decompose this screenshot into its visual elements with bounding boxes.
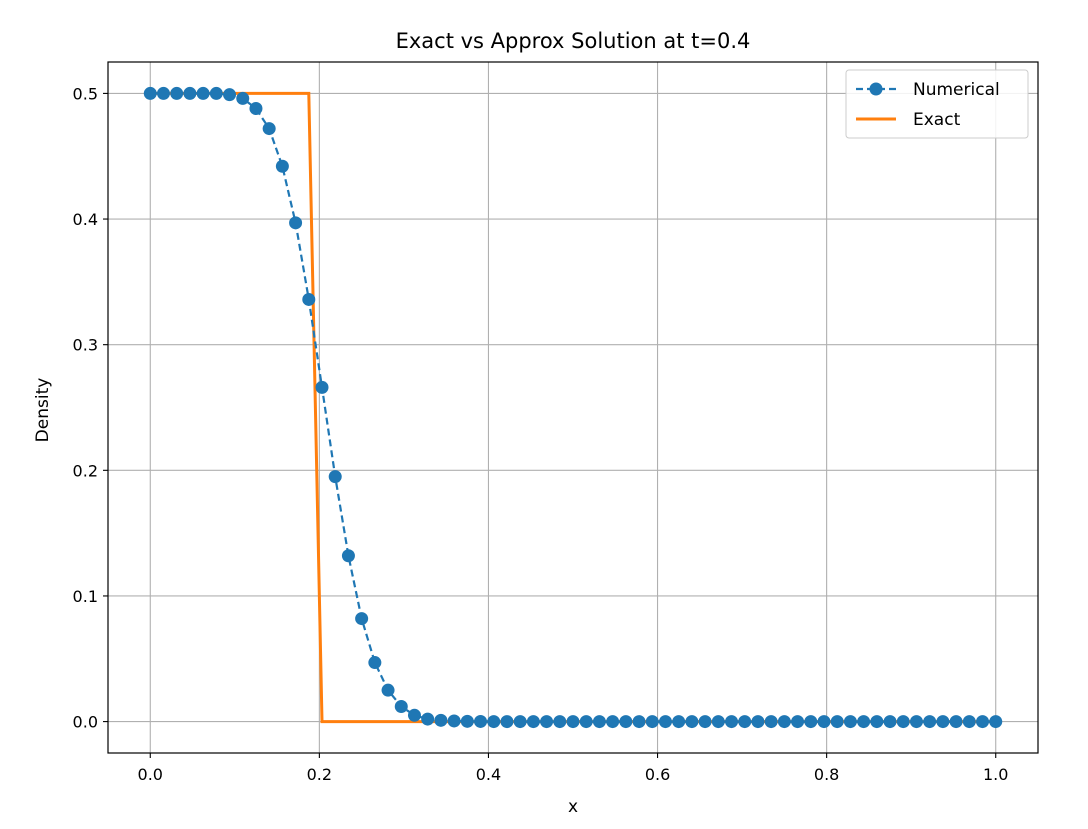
numerical-point (857, 715, 871, 729)
numerical-point (447, 714, 461, 728)
numerical-point (196, 86, 210, 100)
grid (108, 62, 1038, 753)
numerical-point (526, 715, 540, 729)
numerical-point (896, 715, 910, 729)
numerical-point (460, 714, 474, 728)
numerical-point (870, 715, 884, 729)
x-tick-label: 0.2 (307, 765, 332, 784)
numerical-point (368, 656, 382, 670)
numerical-point (936, 715, 950, 729)
numerical-point (738, 715, 752, 729)
numerical-point (949, 715, 963, 729)
numerical-point (553, 715, 567, 729)
numerical-point (540, 715, 554, 729)
plot-series (143, 86, 1003, 729)
x-tick-label: 0.8 (814, 765, 839, 784)
numerical-point (394, 700, 408, 714)
numerical-point (289, 216, 303, 230)
chart-title: Exact vs Approx Solution at t=0.4 (396, 29, 751, 53)
numerical-point (249, 101, 263, 115)
y-tick-label: 0.5 (73, 84, 98, 103)
numerical-point (579, 715, 593, 729)
axes-frame (107, 61, 1039, 754)
numerical-point (725, 715, 739, 729)
numerical-point (407, 708, 421, 722)
numerical-point (764, 715, 778, 729)
x-axis-title: x (568, 797, 578, 817)
y-tick-label: 0.2 (73, 461, 98, 480)
legend-numerical-label: Numerical (913, 80, 1000, 100)
numerical-point (421, 712, 435, 726)
numerical-point (645, 715, 659, 729)
numerical-point (989, 715, 1003, 729)
x-tick-label: 0.6 (645, 765, 670, 784)
y-tick-label: 0.1 (73, 587, 98, 606)
legend: Numerical Exact (845, 69, 1029, 139)
numerical-point (355, 612, 369, 626)
numerical-point (672, 715, 686, 729)
numerical-point (275, 159, 289, 173)
numerical-point (791, 715, 805, 729)
numerical-point (830, 715, 844, 729)
numerical-point (804, 715, 818, 729)
numerical-point (474, 714, 488, 728)
numerical-point (566, 715, 580, 729)
legend-box (845, 69, 1029, 139)
numerical-point (156, 86, 170, 100)
numerical-point (658, 715, 672, 729)
numerical-point (909, 715, 923, 729)
numerical-point (685, 715, 699, 729)
numerical-point (315, 380, 329, 394)
numerical-point (262, 122, 276, 136)
numerical-point (183, 86, 197, 100)
numerical-point (236, 91, 250, 105)
legend-exact-label: Exact (913, 110, 961, 130)
x-tick-label: 0.0 (138, 765, 163, 784)
numerical-point (923, 715, 937, 729)
numerical-point (500, 715, 514, 729)
numerical-point (209, 86, 223, 100)
numerical-point (843, 715, 857, 729)
y-tick-label: 0.0 (73, 713, 98, 732)
numerical-point (883, 715, 897, 729)
numerical-point (302, 292, 316, 306)
y-tick-label: 0.3 (73, 336, 98, 355)
numerical-point (817, 715, 831, 729)
numerical-point (328, 470, 342, 484)
y-axis-title: Density (33, 378, 53, 443)
numerical-point (632, 715, 646, 729)
numerical-point (513, 715, 527, 729)
numerical-point (487, 715, 501, 729)
numerical-point (170, 86, 184, 100)
numerical-point (341, 549, 355, 563)
legend-numerical-marker (869, 82, 883, 96)
numerical-point (434, 713, 448, 727)
numerical-point (223, 88, 237, 102)
numerical-point (751, 715, 765, 729)
numerical-point (711, 715, 725, 729)
numerical-point (143, 86, 157, 100)
numerical-point (777, 715, 791, 729)
x-tick-label: 1.0 (983, 765, 1008, 784)
numerical-point (619, 715, 633, 729)
numerical-point (606, 715, 620, 729)
numerical-point (381, 683, 395, 697)
numerical-point (976, 715, 990, 729)
x-tick-label: 0.4 (476, 765, 501, 784)
y-tick-label: 0.4 (73, 210, 98, 229)
numerical-point (698, 715, 712, 729)
numerical-point (592, 715, 606, 729)
axis-ticks: 0.0 0.2 0.4 0.6 0.8 1.0 0.0 0.1 0.2 0.3 0.4 0.5 (73, 84, 1009, 784)
numerical-point (962, 715, 976, 729)
